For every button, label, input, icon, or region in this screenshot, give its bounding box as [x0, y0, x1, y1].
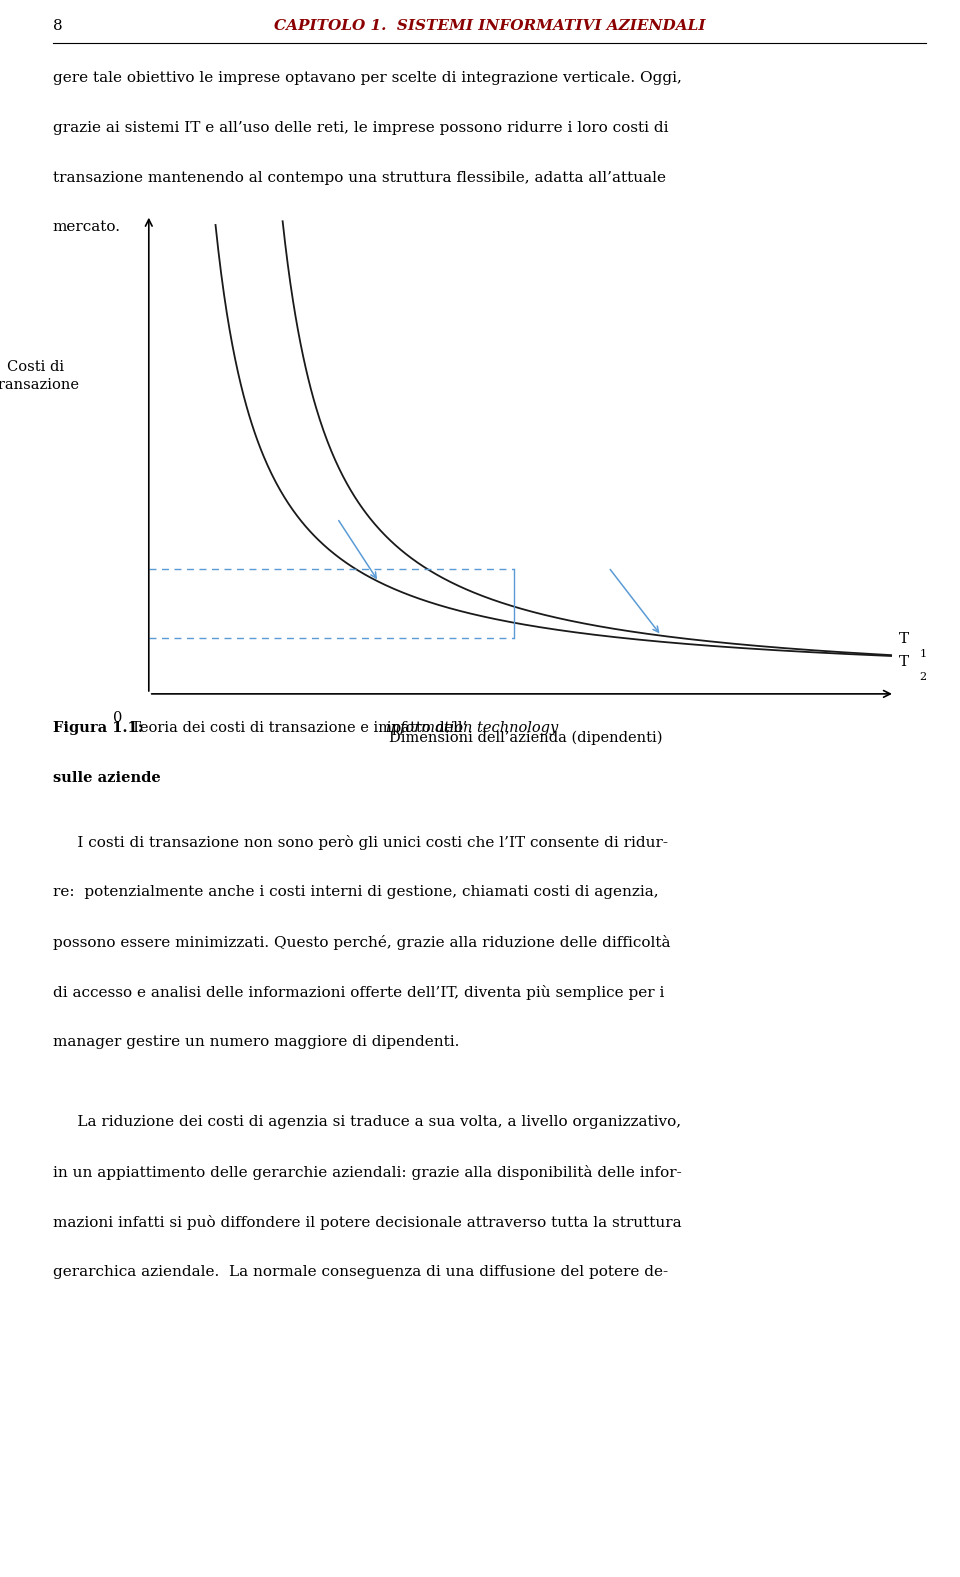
Text: mazioni infatti si può diffondere il potere decisionale attraverso tutta la stru: mazioni infatti si può diffondere il pot…	[53, 1214, 682, 1230]
Text: I costi di transazione non sono però gli unici costi che l’IT consente di ridur-: I costi di transazione non sono però gli…	[53, 836, 668, 850]
Text: re:  potenzialmente anche i costi interni di gestione, chiamati costi di agenzia: re: potenzialmente anche i costi interni…	[53, 885, 659, 899]
Text: mercato.: mercato.	[53, 221, 121, 235]
Text: di accesso e analisi delle informazioni offerte dell’IT, diventa più semplice pe: di accesso e analisi delle informazioni …	[53, 984, 664, 1000]
Text: transazione mantenendo al contempo una struttura flessibile, adatta all’attuale: transazione mantenendo al contempo una s…	[53, 170, 666, 185]
Text: Costi di
transazione: Costi di transazione	[0, 360, 80, 393]
Text: information technology: information technology	[386, 721, 558, 735]
Text: Teoria dei costi di transazione e impatto dell’: Teoria dei costi di transazione e impatt…	[122, 721, 468, 735]
Text: sulle aziende: sulle aziende	[53, 771, 160, 784]
Text: La riduzione dei costi di agenzia si traduce a sua volta, a livello organizzativ: La riduzione dei costi di agenzia si tra…	[53, 1115, 681, 1129]
Text: Figura 1.1:: Figura 1.1:	[53, 721, 143, 735]
Text: in un appiattimento delle gerarchie aziendali: grazie alla disponibilità delle i: in un appiattimento delle gerarchie azie…	[53, 1165, 682, 1180]
Text: Dimensioni dell’azienda (dipendenti): Dimensioni dell’azienda (dipendenti)	[389, 730, 662, 744]
Text: T: T	[899, 656, 909, 670]
Text: 0: 0	[113, 711, 123, 725]
Text: grazie ai sistemi IT e all’uso delle reti, le imprese possono ridurre i loro cos: grazie ai sistemi IT e all’uso delle ret…	[53, 121, 668, 134]
Text: gerarchica aziendale.  La normale conseguenza di una diffusione del potere de-: gerarchica aziendale. La normale consegu…	[53, 1265, 668, 1279]
Text: possono essere minimizzati. Questo perché, grazie alla riduzione delle difficolt: possono essere minimizzati. Questo perch…	[53, 935, 670, 949]
Text: 1: 1	[920, 648, 926, 659]
Text: CAPITOLO 1.  SISTEMI INFORMATIVI AZIENDALI: CAPITOLO 1. SISTEMI INFORMATIVI AZIENDAL…	[274, 19, 706, 33]
Text: T: T	[899, 632, 909, 647]
Text: gere tale obiettivo le imprese optavano per scelte di integrazione verticale. Og: gere tale obiettivo le imprese optavano …	[53, 71, 682, 85]
Text: manager gestire un numero maggiore di dipendenti.: manager gestire un numero maggiore di di…	[53, 1035, 459, 1049]
Text: 2: 2	[920, 672, 926, 683]
Text: 8: 8	[53, 19, 62, 33]
